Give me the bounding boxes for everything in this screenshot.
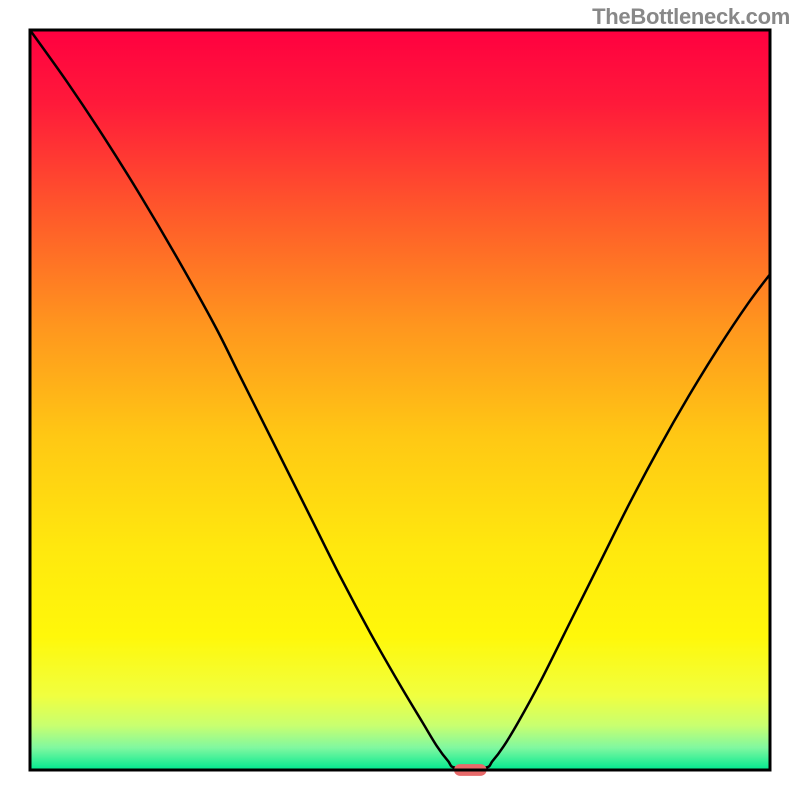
chart-svg xyxy=(0,0,800,800)
watermark-text: TheBottleneck.com xyxy=(592,4,790,30)
bottleneck-chart: TheBottleneck.com xyxy=(0,0,800,800)
plot-background xyxy=(30,30,770,770)
